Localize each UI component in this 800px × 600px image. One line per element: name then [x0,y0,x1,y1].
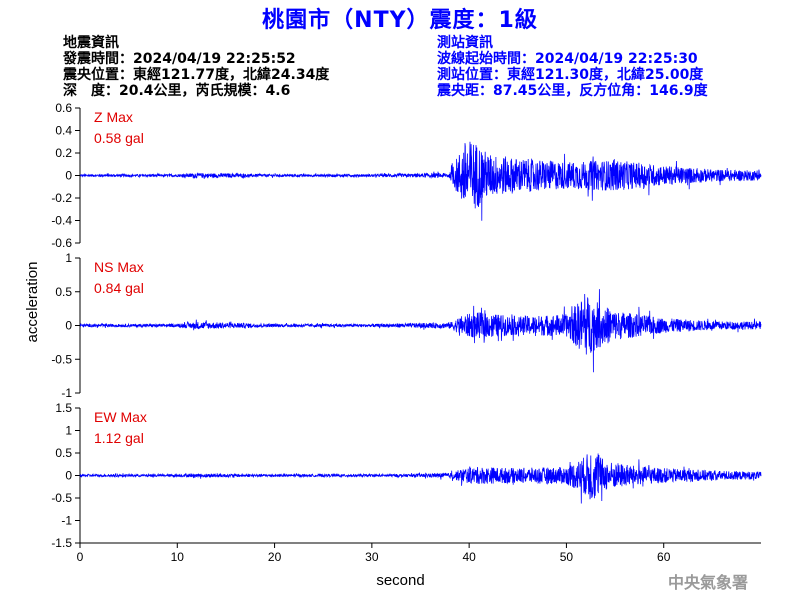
y-tick-label: 1 [65,424,72,438]
x-tick-label: 60 [657,550,671,564]
y-tick-label: -1.5 [51,536,72,550]
max-value-ew: 1.12 gal [94,430,144,446]
max-label-ew: EW Max [94,409,147,425]
y-tick-label: 0.6 [55,101,72,115]
epicentral-distance: 震央距：87.45公里，反方位角：146.9度 [437,83,708,99]
max-value-z: 0.58 gal [94,130,144,146]
x-tick-label: 40 [462,550,476,564]
y-tick-label: 0.5 [55,285,72,299]
waveform-ns [79,289,762,373]
y-tick-label: -0.5 [51,491,72,505]
origin-time: 發震時間：2024/04/19 22:25:52 [63,51,296,67]
depth-magnitude: 深 度：20.4公里，芮氏規模：4.6 [63,83,291,99]
y-tick-label: 0.2 [55,146,72,160]
max-label-ns: NS Max [94,259,144,275]
earthquake-info-heading: 地震資訊 [63,35,119,51]
waveform-start-time: 波線起始時間：2024/04/19 22:25:30 [437,51,698,67]
station-location: 測站位置：東經121.30度，北緯25.00度 [437,67,704,83]
y-tick-label: -0.5 [51,352,72,366]
y-tick-label: -1 [61,514,72,528]
earthquake-info: 地震資訊 發震時間：2024/04/19 22:25:52 震央位置：東經121… [63,35,329,99]
station-info: 測站資訊 波線起始時間：2024/04/19 22:25:30 測站位置：東經1… [437,35,708,99]
y-tick-label: 0 [65,169,72,183]
y-tick-label: -1 [61,386,72,400]
x-tick-label: 0 [77,550,84,564]
waveform-z [79,141,762,221]
watermark: 中央氣象署 [668,573,748,592]
x-tick-label: 10 [171,550,185,564]
max-label-z: Z Max [94,109,133,125]
station-info-heading: 測站資訊 [437,35,493,51]
x-tick-label: 20 [268,550,282,564]
y-tick-label: 0 [65,469,72,483]
y-axis-label: acceleration [24,262,41,343]
waveform-ew [79,453,762,504]
x-axis-label: second [376,572,424,589]
y-tick-label: 1 [65,251,72,265]
x-tick-label: 50 [560,550,574,564]
max-value-ns: 0.84 gal [94,280,144,296]
y-tick-label: -0.4 [51,214,72,228]
y-tick-label: 1.5 [55,401,72,415]
page-title: 桃園市（NTY）震度：1級 [262,8,538,33]
epicenter-location: 震央位置：東經121.77度，北緯24.34度 [63,67,330,83]
y-tick-label: -0.6 [51,236,72,250]
y-tick-label: -0.2 [51,191,72,205]
y-tick-label: 0.4 [55,124,72,138]
y-tick-label: 0.5 [55,446,72,460]
y-tick-label: 0 [65,319,72,333]
x-tick-label: 30 [365,550,379,564]
